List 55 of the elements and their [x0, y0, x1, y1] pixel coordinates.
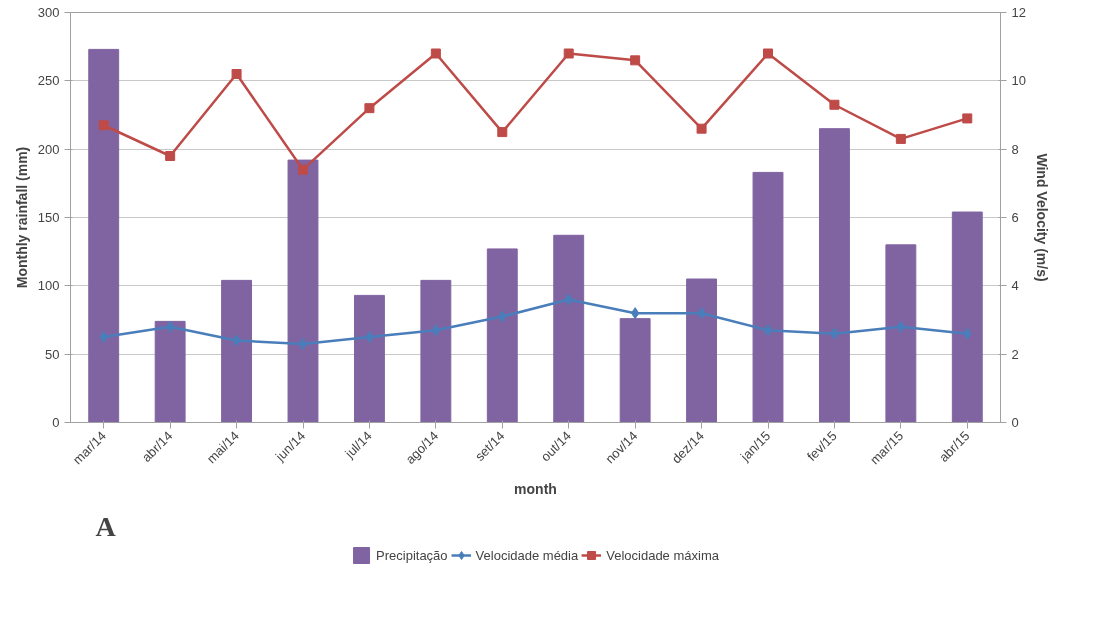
point	[430, 48, 441, 59]
legend-label: Precipitação	[376, 547, 448, 563]
y-tick-label: 250	[37, 73, 60, 89]
point	[298, 337, 308, 350]
legend-label: Velocidade máxima	[606, 547, 719, 563]
bar	[619, 318, 651, 423]
point	[763, 48, 773, 59]
y2-tick-label: 12	[1011, 5, 1026, 20]
y-tick-label: 0	[52, 415, 60, 430]
point	[563, 48, 574, 59]
point	[896, 320, 906, 333]
y-tick-label: 150	[37, 210, 60, 225]
y-tick-label: 300	[37, 5, 60, 20]
point	[497, 127, 508, 138]
point	[696, 123, 707, 134]
bar	[287, 159, 319, 423]
bar	[818, 128, 850, 423]
point	[829, 99, 840, 110]
y2-tick-label: 10	[1011, 73, 1026, 89]
y-tick-label: 50	[45, 346, 60, 362]
bar	[686, 278, 718, 423]
point	[165, 151, 176, 161]
point	[298, 164, 308, 175]
point	[763, 324, 773, 337]
point	[231, 69, 242, 79]
y2-tick-label: 6	[1011, 210, 1019, 225]
point	[962, 113, 973, 124]
bar	[486, 248, 518, 423]
bar	[420, 279, 452, 423]
bar	[154, 320, 186, 423]
point	[165, 320, 175, 333]
legend-label: Velocidade média	[475, 547, 579, 563]
x-axis-title: month	[514, 480, 557, 497]
y-tick-label: 200	[37, 141, 60, 157]
point	[364, 103, 375, 114]
y-tick-label: 100	[37, 278, 60, 294]
y-axis-title: Monthly rainfall (mm)	[13, 146, 30, 289]
y2-tick-label: 8	[1011, 141, 1019, 157]
point	[630, 55, 641, 66]
bar	[752, 171, 784, 423]
y2-tick-label: 4	[1011, 278, 1019, 294]
y2-tick-label: 0	[1011, 415, 1019, 430]
text: A	[95, 510, 117, 542]
bar	[353, 294, 385, 423]
bar	[951, 211, 983, 423]
y2-axis-title: Wind Velocity (m/s)	[1033, 153, 1050, 282]
point	[98, 120, 109, 131]
y2-tick-label: 2	[1011, 346, 1019, 362]
bar	[553, 234, 585, 423]
point	[895, 133, 906, 144]
point	[431, 324, 441, 337]
bar	[885, 244, 917, 423]
point	[630, 307, 640, 320]
bar	[88, 48, 120, 423]
bar	[221, 279, 253, 423]
